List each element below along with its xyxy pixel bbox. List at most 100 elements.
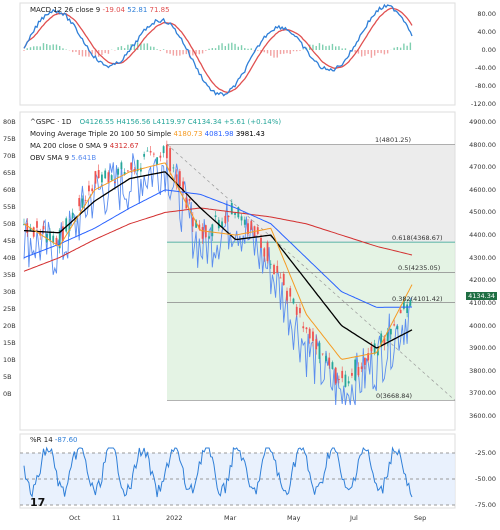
macd-histogram-bar bbox=[62, 48, 64, 50]
macd-histogram-bar bbox=[257, 50, 259, 51]
macd-histogram-bar bbox=[231, 42, 233, 50]
candle-body bbox=[312, 331, 314, 341]
candle-body bbox=[234, 212, 236, 215]
candle-body bbox=[32, 227, 35, 237]
ma200-legend[interactable]: MA 200 close 0 SMA 9 4312.67 bbox=[30, 142, 139, 150]
macd-histogram-bar bbox=[169, 50, 171, 54]
candle-body bbox=[409, 299, 412, 306]
x-axis-label: Jul bbox=[350, 514, 358, 522]
ma-triple-legend[interactable]: Moving Average Triple 20 100 50 Simple 4… bbox=[30, 130, 265, 138]
macd-histogram-bar bbox=[143, 43, 145, 50]
macd-histogram-bar bbox=[133, 46, 136, 50]
candle-body bbox=[295, 306, 298, 315]
macd-histogram-bar bbox=[403, 43, 405, 50]
candle-body bbox=[110, 175, 113, 181]
candle-body bbox=[227, 215, 230, 218]
macd-histogram-bar bbox=[162, 49, 165, 50]
candle-body bbox=[351, 372, 353, 376]
price-axis-tick: 4700.00 bbox=[469, 163, 496, 172]
obv-label: OBV SMA 9 bbox=[30, 154, 70, 162]
macd-histogram-bar bbox=[250, 48, 252, 50]
candle-body bbox=[289, 288, 292, 297]
obv-legend[interactable]: OBV SMA 9 5.641B bbox=[30, 154, 96, 162]
macd-histogram-bar bbox=[123, 48, 126, 50]
candle-body bbox=[325, 356, 327, 362]
macd-histogram-bar bbox=[270, 50, 272, 56]
obv-axis-tick: 15B bbox=[3, 339, 16, 347]
candle-body bbox=[182, 181, 184, 192]
candle-body bbox=[117, 168, 120, 175]
price-axis-tick: 4100.00 bbox=[469, 298, 496, 307]
ma200-line bbox=[23, 207, 413, 272]
fib-label-3: 0.382(4101.42) bbox=[392, 294, 443, 303]
macd-histogram-bar bbox=[23, 50, 25, 51]
candle-body bbox=[195, 220, 197, 228]
price-axis-tick: 4900.00 bbox=[469, 118, 496, 126]
macd-histogram-bar bbox=[399, 47, 402, 50]
fib-label-4: 0(3668.84) bbox=[376, 392, 413, 401]
macd-axis-tick: -80.00 bbox=[475, 82, 496, 90]
symbol-header[interactable]: ^GSPC · 1D O4126.55 H4156.56 L4119.97 C4… bbox=[30, 118, 281, 126]
macd-histogram-bar bbox=[224, 46, 227, 50]
obv-axis-tick: 20B bbox=[3, 322, 16, 330]
macd-histogram-bar bbox=[55, 44, 58, 50]
macd-histogram-bar bbox=[380, 50, 382, 54]
macd-histogram-bar bbox=[156, 49, 158, 50]
macd-histogram-bar bbox=[127, 44, 129, 50]
macd-histogram-bar bbox=[315, 45, 317, 50]
candle-body bbox=[224, 215, 227, 224]
price-axis-tick: 4000.00 bbox=[469, 321, 496, 330]
ohlc-values: O4126.55 H4156.56 L4119.97 C4134.34 +5.6… bbox=[79, 118, 282, 126]
candle-body bbox=[393, 324, 396, 326]
candle-body bbox=[65, 218, 68, 232]
ma200-value: 4312.67 bbox=[109, 142, 139, 150]
candle-body bbox=[402, 299, 405, 309]
price-axis-tick: 4500.00 bbox=[469, 208, 496, 217]
macd-histogram-bar bbox=[276, 50, 278, 58]
candle-body bbox=[26, 223, 29, 234]
candle-body bbox=[58, 229, 61, 249]
macd-value-2: 52.81 bbox=[127, 6, 148, 14]
macd-histogram-bar bbox=[370, 50, 373, 58]
ma100-line bbox=[23, 189, 412, 308]
macd-header: MACD 12 26 close 9 -19.04 52.81 71.85 bbox=[30, 6, 170, 14]
candle-body bbox=[139, 167, 142, 172]
macd-histogram-bar bbox=[36, 46, 38, 50]
macd-histogram-bar bbox=[299, 50, 301, 51]
macd-histogram-bar bbox=[234, 43, 236, 50]
macd-histogram-bar bbox=[29, 47, 32, 50]
x-axis-label: 11 bbox=[112, 514, 121, 522]
obv-axis-tick: 50B bbox=[3, 220, 16, 228]
obv-value: 5.641B bbox=[71, 154, 97, 162]
macd-signal-line bbox=[23, 7, 413, 93]
candle-body bbox=[383, 337, 386, 346]
macd-histogram-bar bbox=[406, 45, 408, 50]
candle-body bbox=[175, 174, 178, 186]
obv-axis-tick: 10B bbox=[3, 356, 16, 364]
candle-body bbox=[318, 342, 321, 359]
macd-histogram-bar bbox=[263, 50, 265, 53]
candle-body bbox=[29, 227, 32, 232]
macd-histogram-bar bbox=[136, 42, 139, 50]
x-axis-label: 2022 bbox=[166, 514, 183, 522]
x-axis-label: Oct bbox=[69, 514, 81, 522]
macd-histogram-bar bbox=[318, 43, 321, 50]
macd-histogram-bar bbox=[312, 44, 314, 50]
price-axis-tick: 3900.00 bbox=[469, 344, 496, 353]
macd-histogram-bar bbox=[166, 50, 168, 54]
macd-histogram-bar bbox=[237, 46, 239, 50]
macd-histogram-bar bbox=[286, 50, 288, 54]
macd-histogram-bar bbox=[81, 50, 84, 57]
price-axis-tick: 4400.00 bbox=[469, 231, 496, 240]
candle-body bbox=[354, 359, 357, 381]
obv-axis-tick: 75B bbox=[3, 135, 16, 143]
macd-histogram-bar bbox=[396, 46, 399, 50]
symbol-label[interactable]: ^GSPC · 1D bbox=[30, 118, 72, 126]
macd-histogram-bar bbox=[296, 50, 298, 52]
candle-body bbox=[260, 237, 262, 248]
price-axis-tick: 4300.00 bbox=[469, 253, 496, 262]
candle-body bbox=[286, 290, 288, 301]
ma50-value: 3981.43 bbox=[235, 130, 265, 138]
macd-histogram-bar bbox=[354, 50, 356, 53]
pctr-header: %R 14 -87.60 bbox=[30, 436, 77, 444]
